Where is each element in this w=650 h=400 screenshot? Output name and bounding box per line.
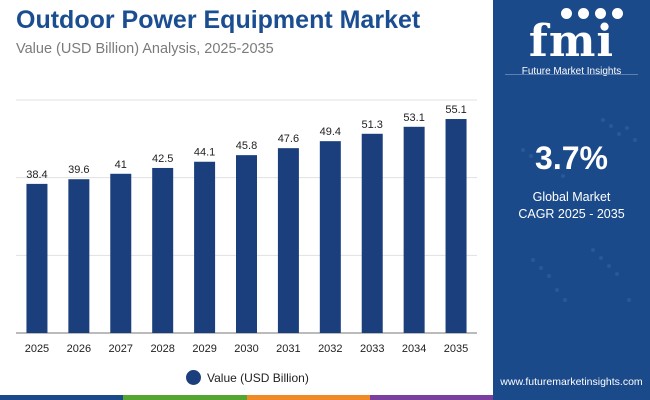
- strip-segment-purple: [369, 395, 493, 400]
- website-link[interactable]: www.futuremarketinsights.com: [500, 376, 643, 388]
- fmi-logo: fmi Future Market Insights: [493, 8, 650, 77]
- bar: [152, 167, 174, 333]
- x-tick-label: 2033: [360, 343, 384, 355]
- bottom-color-strip: [0, 395, 493, 400]
- x-tick-label: 2028: [150, 343, 174, 355]
- data-label: 42.5: [152, 153, 173, 165]
- data-label: 45.8: [236, 140, 257, 152]
- data-label: 39.6: [68, 164, 89, 176]
- globe-icon: [560, 8, 572, 19]
- cagr-value: 3.7%: [535, 140, 608, 176]
- x-tick-label: 2027: [109, 343, 133, 355]
- data-label: 44.1: [194, 147, 215, 159]
- bar: [319, 141, 341, 333]
- strip-segment-orange: [246, 395, 370, 400]
- side-panel: fmi Future Market Insights 3.7% Global M…: [493, 0, 650, 400]
- legend-swatch: [186, 370, 201, 385]
- legend-label: Value (USD Billion): [207, 370, 309, 385]
- x-tick-label: 2025: [25, 343, 49, 355]
- x-tick-label: 2032: [318, 343, 342, 355]
- panel-divider: [505, 74, 638, 75]
- data-label: 41: [115, 159, 127, 171]
- data-label: 49.4: [320, 126, 341, 138]
- bar: [236, 155, 257, 333]
- data-label: 53.1: [403, 112, 424, 124]
- x-tick-label: 2030: [234, 343, 258, 355]
- leaf-icon: [577, 8, 589, 19]
- logo-wordmark: fmi: [528, 16, 615, 67]
- cagr-label-line1: Global Market: [532, 190, 611, 204]
- bar: [194, 161, 216, 333]
- bar: [403, 126, 425, 333]
- cagr-label-line2: CAGR 2025 - 2035: [518, 207, 625, 221]
- person-icon: [611, 8, 623, 19]
- world-map-pattern: [521, 118, 637, 302]
- logo-icon-row: [533, 8, 650, 22]
- gear-icon: [594, 8, 606, 19]
- bar: [361, 133, 383, 333]
- data-label: 51.3: [362, 119, 383, 131]
- x-tick-label: 2031: [276, 343, 300, 355]
- bar: [26, 183, 48, 333]
- bar: [68, 179, 90, 333]
- x-tick-label: 2034: [402, 343, 426, 355]
- page-title: Outdoor Power Equipment Market: [16, 6, 421, 34]
- x-tick-label: 2026: [67, 343, 91, 355]
- bar-chart: 38.4 2025 39.6 2026 41 2027 42.5 2028 44.1 2029 45…: [16, 99, 477, 355]
- x-tick-label: 2035: [444, 343, 468, 355]
- bar: [277, 148, 299, 333]
- x-tick-label: 2029: [192, 343, 216, 355]
- data-label: 38.4: [26, 169, 47, 181]
- strip-segment-blue: [0, 395, 124, 400]
- bar: [110, 173, 132, 333]
- data-label: 55.1: [445, 104, 466, 116]
- cagr-label: Global Market CAGR 2025 - 2035: [493, 189, 650, 223]
- strip-segment-green: [123, 395, 247, 400]
- page-subtitle: Value (USD Billion) Analysis, 2025-2035: [16, 41, 274, 57]
- data-label: 47.6: [278, 133, 299, 145]
- chart-legend: Value (USD Billion): [186, 370, 309, 385]
- bar: [445, 119, 467, 333]
- logo-tagline: Future Market Insights: [521, 66, 622, 77]
